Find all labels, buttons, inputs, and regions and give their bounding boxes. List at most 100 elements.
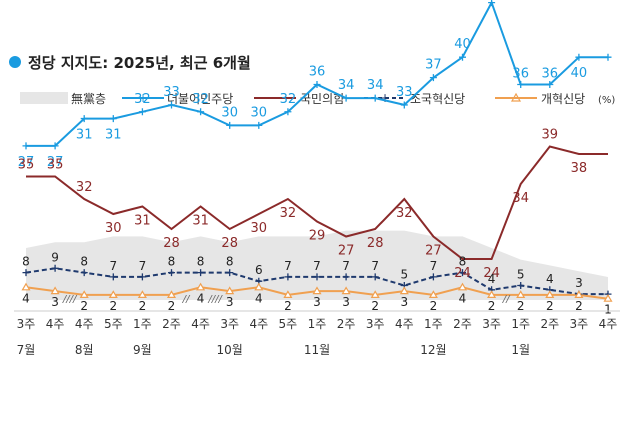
value-label-gaehyuk: 3 (313, 295, 321, 309)
point-cho (22, 269, 30, 277)
value-label-minjoo: 37 (425, 58, 442, 73)
x-axis: 3주 4주 4주 5주 1주 2주 4주 3주 4주 5주 1주 2주 3주 4주 1주 2주 3주 1주 2주 3주… (14, 294, 620, 357)
point-gaehyuk (341, 286, 351, 295)
legend-unit: (%) (598, 95, 615, 106)
point-gaehyuk (108, 290, 118, 298)
value-label-minjoo: 32 (192, 92, 209, 107)
value-label-ppp: 35 (18, 158, 35, 173)
point-gaehyuk (50, 286, 60, 295)
point-gaehyuk (370, 290, 380, 298)
point-minjoo (22, 142, 30, 150)
point-cho (109, 273, 117, 281)
value-label-minjoo: 27 (18, 155, 35, 170)
point-gaehyuk (283, 290, 293, 298)
point-gaehyuk (225, 286, 235, 295)
legend-marker-gaehyuk (510, 92, 522, 102)
legend-label-ppp: 국민의힘 (300, 92, 344, 106)
value-label-cho: 7 (109, 259, 117, 273)
value-labels-layer: 2727313132333230303236343433374048363640… (18, 37, 612, 317)
value-label-cho: 8 (459, 255, 467, 269)
month-label: 12월 (420, 343, 446, 357)
value-label-cho: 9 (51, 250, 59, 264)
point-cho (284, 273, 292, 281)
x-tick-label: 1주 (133, 317, 152, 331)
value-label-minjoo: 31 (76, 128, 93, 143)
point-gaehyuk (603, 294, 613, 302)
legend: 無黨층 + 더불어민주당 국민의힘 + 조국혁신당 개혁신당 (%) (20, 91, 615, 106)
value-label-cho: 5 (517, 268, 525, 282)
value-label-gaehyuk: 2 (430, 299, 438, 313)
point-cho (226, 269, 234, 277)
value-label-cho: 8 (168, 255, 176, 269)
point-minjoo (546, 80, 554, 88)
legend-label-nonpartisan: 無黨층 (71, 91, 106, 106)
point-cho (80, 269, 88, 277)
value-label-minjoo: 31 (105, 128, 122, 143)
month-label: 10월 (217, 343, 243, 357)
value-label-minjoo: 30 (221, 105, 238, 120)
legend-label-minjoo: 더불어민주당 (167, 92, 233, 106)
value-label-gaehyuk: 2 (488, 299, 496, 313)
x-tick-label: 2주 (540, 317, 559, 331)
point-minjoo (459, 53, 466, 61)
value-label-gaehyuk: 3 (342, 295, 350, 309)
value-label-gaehyuk: 2 (109, 299, 117, 313)
x-tick-label: 1주 (308, 317, 327, 331)
point-cho (138, 273, 146, 281)
value-label-ppp: 31 (192, 214, 209, 229)
value-label-ppp: 34 (512, 191, 529, 206)
title-bullet-icon (9, 56, 21, 68)
value-label-cho: 7 (313, 259, 321, 273)
point-gaehyuk (312, 286, 322, 295)
markers-layer (21, 0, 613, 302)
value-label-ppp: 24 (454, 266, 471, 281)
value-label-gaehyuk: 1 (604, 303, 612, 317)
x-tick-label: 5주 (104, 317, 123, 331)
value-label-minjoo: 32 (280, 92, 297, 107)
point-cho (342, 273, 350, 281)
value-label-cho: 8 (80, 255, 88, 269)
value-label-ppp: 29 (309, 229, 326, 244)
axis-break-marker: // (502, 294, 511, 305)
x-tick-label: 4주 (395, 317, 414, 331)
x-tick-label: 4주 (191, 317, 210, 331)
value-label-gaehyuk: 2 (80, 299, 88, 313)
value-label-gaehyuk: 4 (22, 291, 30, 305)
point-minjoo (138, 108, 146, 116)
value-label-minjoo: 40 (454, 37, 471, 52)
point-minjoo (109, 115, 117, 123)
value-label-minjoo: 36 (309, 64, 326, 79)
value-label-cho: 6 (255, 263, 263, 277)
point-minjoo (488, 0, 496, 7)
x-tick-label: 4주 (599, 317, 618, 331)
value-label-minjoo: 33 (163, 85, 180, 100)
value-label-minjoo: 40 (571, 66, 588, 81)
month-label: 8월 (75, 343, 94, 357)
point-cho (313, 273, 321, 281)
point-gaehyuk (196, 282, 206, 291)
x-tick-label: 3주 (482, 317, 501, 331)
value-label-gaehyuk: 2 (575, 299, 583, 313)
point-gaehyuk (79, 290, 89, 298)
value-label-ppp: 39 (542, 128, 559, 143)
point-gaehyuk (574, 290, 584, 298)
point-minjoo (342, 94, 350, 102)
x-tick-label: 5주 (279, 317, 298, 331)
legend-marker-minjoo: + (138, 91, 148, 105)
x-tick-label: 4주 (75, 317, 94, 331)
value-label-cho: 4 (546, 272, 554, 286)
value-label-gaehyuk: 2 (517, 299, 525, 313)
point-gaehyuk (545, 290, 555, 298)
value-label-cho: 4 (488, 272, 496, 286)
value-label-ppp: 30 (251, 221, 268, 236)
point-cho (197, 269, 205, 277)
month-label: 7월 (17, 343, 36, 357)
point-minjoo (517, 80, 525, 88)
point-gaehyuk (399, 286, 409, 295)
value-label-minjoo: 34 (338, 78, 355, 93)
point-gaehyuk (516, 290, 526, 298)
value-label-gaehyuk: 2 (546, 299, 554, 313)
x-tick-label: 4주 (249, 317, 268, 331)
point-minjoo (429, 74, 437, 82)
point-cho (51, 264, 59, 272)
